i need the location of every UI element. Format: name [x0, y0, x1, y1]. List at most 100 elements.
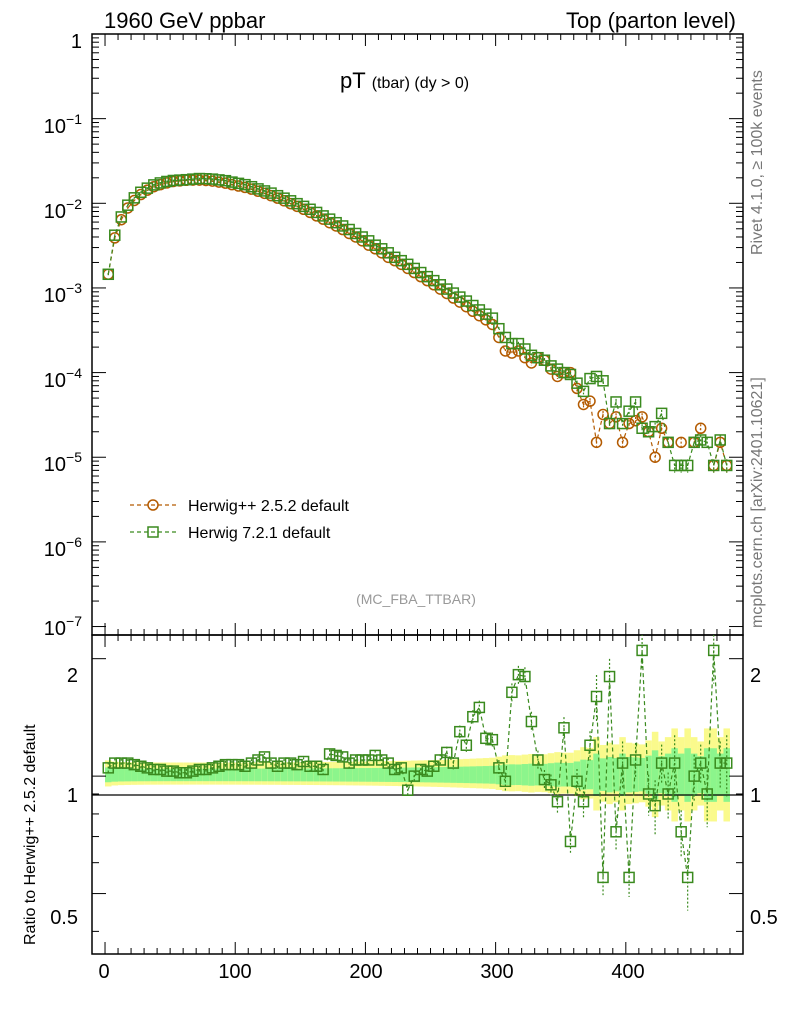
band-inner-bin	[404, 767, 411, 783]
ratio-point	[499, 775, 512, 788]
ratio-point	[467, 710, 479, 723]
band-inner-bin	[131, 768, 138, 782]
legend-entry-herwig7: Herwig 7.2.1 default	[130, 525, 331, 542]
ratio-point	[681, 871, 694, 884]
axis-ticks	[92, 33, 743, 954]
ratio-point	[460, 739, 473, 751]
band-inner-bin	[287, 768, 294, 782]
analysis-watermark: (MC_FBA_TTBAR)	[356, 591, 476, 607]
ratio-point	[649, 799, 661, 812]
data-point	[636, 411, 648, 423]
data-point	[636, 422, 648, 435]
data-point	[525, 349, 538, 362]
header-right: Top (parton level)	[566, 8, 736, 33]
y-tick-label: 10−7	[44, 613, 82, 640]
band-inner-bin	[332, 768, 340, 782]
band-inner-bin	[677, 753, 685, 796]
band-inner-bin	[345, 768, 353, 782]
data-point	[219, 174, 232, 187]
y-tick-label: 10−2	[44, 196, 82, 223]
band-inner-bin	[586, 760, 594, 790]
header-left: 1960 GeV ppbar	[104, 8, 265, 33]
ratio-point	[675, 826, 687, 838]
ratio-point	[428, 760, 440, 773]
data-point	[447, 287, 460, 299]
ratio-point	[304, 760, 316, 773]
ratio-point	[154, 763, 167, 776]
band-inner-bin	[567, 762, 574, 787]
band-inner-bin	[144, 768, 151, 782]
y-tick-label: 10−1	[44, 111, 82, 138]
ratio-point	[577, 795, 590, 808]
data-point	[161, 175, 173, 188]
data-point	[323, 213, 336, 225]
ratio-tick-label-right: 0.5	[750, 907, 778, 929]
data-point	[564, 368, 577, 381]
data-point	[720, 459, 733, 472]
legend: Herwig++ 2.5.2 default Herwig 7.2.1 defa…	[130, 498, 350, 542]
ratio-tick-label-right: 2	[750, 665, 761, 687]
data-point	[109, 229, 121, 241]
ratio-point	[161, 765, 173, 777]
data-point	[356, 231, 368, 243]
band-inner-bin	[410, 767, 418, 783]
band-inner-bin	[183, 768, 190, 782]
x-tick-label: 400	[611, 961, 644, 983]
ratio-point	[636, 644, 648, 657]
data-point	[317, 210, 329, 222]
band-inner-bin	[651, 750, 659, 800]
ratio-tick-label-left: 2	[67, 665, 78, 687]
band-inner-bin	[248, 768, 255, 782]
band-inner-bin	[163, 768, 171, 782]
ratio-point	[148, 763, 160, 776]
data-point	[649, 420, 661, 433]
band-inner-bin	[430, 767, 438, 783]
band-inner-bin	[215, 768, 223, 782]
x-tick-label: 200	[349, 961, 382, 983]
rivet-label: Rivet 4.1.0, ≥ 100k events	[749, 70, 766, 255]
band-inner-bin	[450, 766, 457, 783]
data-point	[694, 434, 707, 446]
data-point	[616, 436, 629, 449]
band-inner-bin	[313, 768, 320, 782]
band-inner-bin	[599, 758, 607, 791]
band-inner-bin	[209, 768, 216, 782]
band-inner-bin	[189, 768, 197, 782]
data-point	[421, 270, 434, 283]
ratio-point	[447, 757, 460, 769]
data-point	[415, 266, 427, 279]
ratio-point	[688, 770, 700, 782]
data-point	[284, 195, 297, 207]
data-point	[590, 436, 603, 449]
y-tick-label: 10−5	[44, 449, 82, 476]
ratio-point	[519, 670, 531, 683]
band-inner-bin	[254, 768, 262, 782]
data-point	[551, 363, 564, 375]
band-inner-bin	[515, 764, 522, 785]
y-tick-label: 10−6	[44, 534, 82, 561]
ratio-point	[603, 670, 616, 683]
data-point	[310, 206, 323, 219]
mcplots-label: mcplots.cern.ch [arXiv:2401.10621]	[749, 377, 766, 628]
data-point	[278, 192, 290, 204]
band-inner-bin	[274, 768, 281, 782]
band-inner-bin	[137, 768, 145, 782]
data-point	[701, 436, 713, 449]
ratio-point	[408, 770, 420, 782]
data-point	[167, 174, 180, 187]
band-inner-bin	[684, 748, 691, 802]
ratio-point	[226, 758, 238, 771]
main-y-tick-labels: 1 10−1 10−2 10−3 10−4 10−5 10−6 10−7	[44, 31, 82, 640]
ratio-point	[532, 754, 544, 766]
ratio-point	[141, 762, 154, 774]
band-inner-bin	[241, 768, 249, 782]
data-point	[688, 436, 700, 449]
data-point	[148, 179, 160, 191]
ratio-point	[232, 758, 245, 771]
ratio-point	[545, 779, 557, 791]
y-tick-label: 10−4	[44, 365, 82, 392]
data-point	[232, 177, 245, 190]
ratio-point	[219, 758, 232, 771]
ratio-point	[655, 757, 668, 769]
